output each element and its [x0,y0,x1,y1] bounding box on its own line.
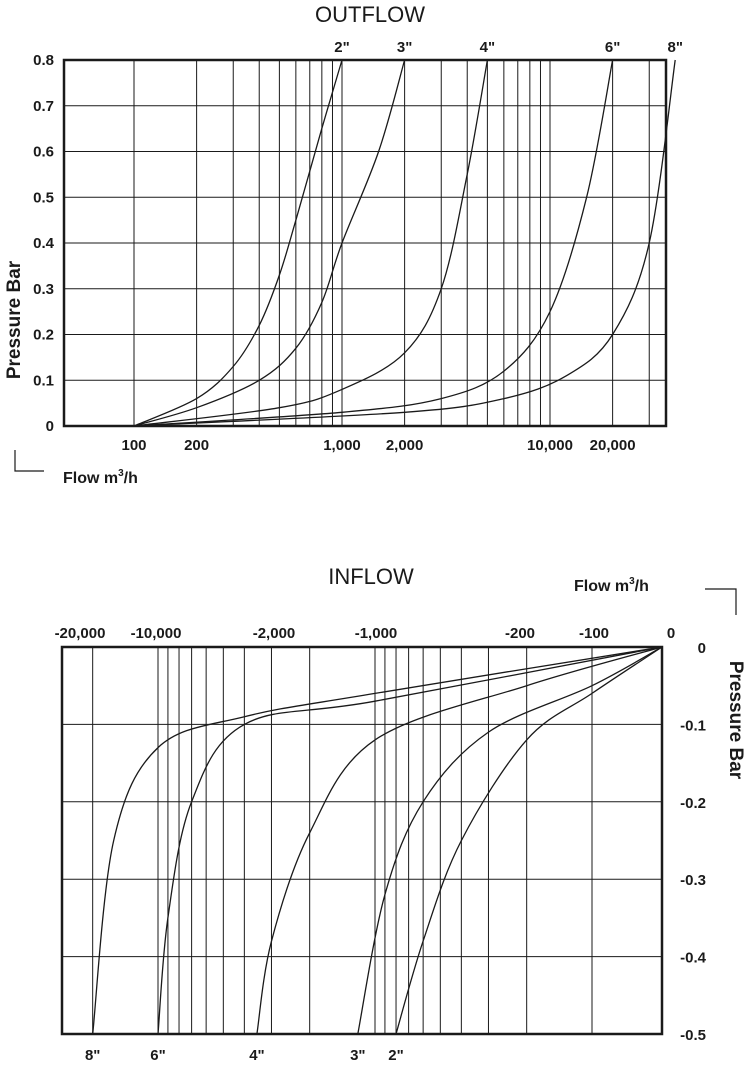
outflow-x-tick-label: 200 [184,437,209,454]
outflow-series-label: 4" [480,39,495,56]
inflow-y-tick-label: -0.3 [680,872,706,889]
outflow-x-tick-label: 1,000 [323,437,361,454]
inflow-curve-8in [92,646,663,1035]
outflow-series-label: 6" [605,39,620,56]
outflow-x-axis-label: Flow m3/h [63,468,138,487]
inflow-x-tick-label: 0 [667,625,675,642]
outflow-y-tick-label: 0 [46,418,54,435]
inflow-y-axis-label: Pressure Bar [725,661,746,780]
outflow-y-tick-label: 0.6 [33,144,54,161]
inflow-series-label: 3" [350,1047,365,1064]
inflow-x-tick-label: -20,000 [55,625,106,642]
outflow-series-label: 3" [397,39,412,56]
outflow-y-tick-label: 0.1 [33,372,54,389]
inflow-x-tick-label: -200 [505,625,535,642]
inflow-curve-3in [357,646,663,1035]
outflow-x-tick-label: 2,000 [386,437,424,454]
outflow-x-tick-label: 10,000 [527,437,573,454]
outflow-chart: OUTFLOW 2" 3" 4" 6" 8" 0 0.1 0.2 0.3 0.4 0.5 0.6 0.… [4,2,683,487]
outflow-curve-4in [133,59,489,427]
inflow-series-label: 2" [388,1047,403,1064]
inflow-x-tick-label: -2,000 [253,625,296,642]
inflow-title: INFLOW [328,564,414,589]
outflow-series-label: 8" [667,39,682,56]
outflow-y-tick-label: 0.4 [33,235,55,252]
inflow-x-tick-label: -10,000 [131,625,182,642]
outflow-curve-2in [133,59,343,427]
inflow-series-label: 8" [85,1047,100,1064]
outflow-y-tick-label: 0.7 [33,98,54,115]
outflow-series-label: 2" [334,39,349,56]
inflow-x-tick-label: -1,000 [355,625,398,642]
inflow-chart: INFLOW 2" 3" 4" 6" 8" 0 -0.1 -0.2 -0.3 -0.4 -0.5 -… [55,564,746,1064]
inflow-y-tick-label: 0 [698,640,706,657]
outflow-plot-frame [62,58,668,428]
outflow-x-tick-label: 100 [121,437,146,454]
outflow-curve-8in [133,59,676,427]
inflow-grid [62,646,662,1035]
inflow-curve-2in [395,646,663,1035]
inflow-y-tick-label: -0.2 [680,795,706,812]
inflow-x-tick-label: -100 [579,625,609,642]
inflow-series-label: 6" [150,1047,165,1064]
inflow-y-tick-label: -0.5 [680,1027,706,1044]
inflow-curve-6in [157,646,663,1035]
outflow-grid [64,59,666,427]
outflow-y-tick-label: 0.2 [33,327,54,344]
outflow-curves: 2" 3" 4" 6" 8" [133,39,683,427]
outflow-y-tick-label: 0.8 [33,52,54,69]
inflow-series-label: 4" [249,1047,264,1064]
outflow-curve-3in [133,59,406,427]
outflow-axis-bracket [14,450,44,472]
inflow-tick-labels: 0 -0.1 -0.2 -0.3 -0.4 -0.5 -20,000 -10,000 -2,00… [55,625,707,1044]
inflow-axis-bracket [705,588,737,615]
inflow-plot-frame [60,645,664,1036]
inflow-x-axis-label: Flow m3/h [574,576,649,595]
inflow-curves: 2" 3" 4" 6" 8" [85,646,663,1064]
inflow-curve-4in [256,646,663,1035]
outflow-y-tick-label: 0.3 [33,281,54,298]
outflow-title: OUTFLOW [315,2,425,27]
outflow-tick-labels: 0 0.1 0.2 0.3 0.4 0.5 0.6 0.7 0.8 100 200 1,000 2,00… [33,52,635,454]
outflow-x-tick-label: 20,000 [590,437,636,454]
outflow-curve-6in [133,59,614,427]
outflow-y-axis-label: Pressure Bar [4,260,25,379]
outflow-y-tick-label: 0.5 [33,189,54,206]
inflow-y-tick-label: -0.4 [680,950,707,967]
inflow-y-tick-label: -0.1 [680,717,706,734]
